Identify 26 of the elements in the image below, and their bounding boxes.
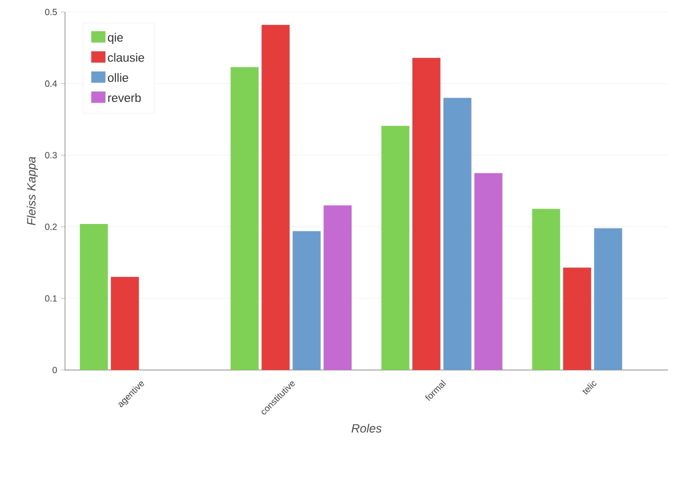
bar <box>324 205 352 370</box>
bar <box>230 67 259 370</box>
y-tick-label: 0.4 <box>45 80 57 87</box>
y-tick-label: 0.1 <box>45 295 57 302</box>
bar <box>474 173 502 370</box>
legend-label: qie <box>108 32 123 44</box>
x-axis-title: Roles <box>352 424 382 433</box>
bar <box>443 98 472 370</box>
bar <box>532 208 560 370</box>
x-tick-label: telic <box>582 381 596 394</box>
bar <box>594 228 622 370</box>
bar <box>292 231 321 370</box>
legend-label: clausie <box>108 53 144 62</box>
y-tick-label: 0.2 <box>45 224 57 230</box>
y-tick-label: 0 <box>52 366 57 374</box>
legend-label: reverb <box>108 93 141 102</box>
y-tick-label: 0.3 <box>45 152 57 158</box>
bar <box>381 126 410 370</box>
bar <box>110 276 139 370</box>
bar <box>262 24 290 370</box>
legend-label: ollie <box>108 73 128 82</box>
bar <box>563 268 592 370</box>
y-axis-title: Fleiss Kappa <box>26 156 38 226</box>
bar <box>80 224 108 370</box>
bar <box>412 58 440 370</box>
y-tick-label: 0.5 <box>45 8 57 16</box>
